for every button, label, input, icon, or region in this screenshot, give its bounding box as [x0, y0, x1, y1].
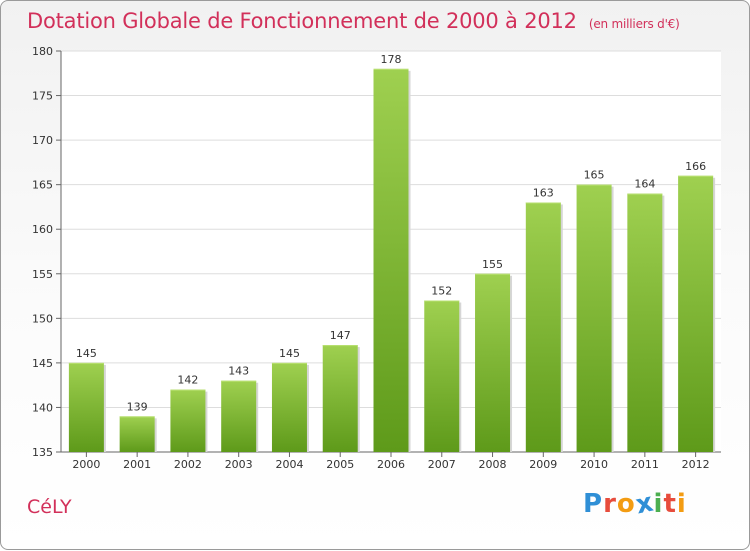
bar	[322, 345, 358, 452]
logo-letter: o	[616, 489, 636, 519]
y-tick-label: 145	[32, 357, 53, 370]
bar	[627, 193, 663, 453]
bar	[576, 184, 612, 452]
x-tick-label: 2010	[580, 458, 608, 471]
bar-value-label: 139	[127, 400, 148, 413]
x-tick-label: 2000	[72, 458, 100, 471]
bar-value-label: 145	[76, 347, 97, 360]
bar-value-label: 166	[685, 160, 706, 173]
bar-value-label: 155	[482, 258, 503, 271]
x-tick-label: 2003	[225, 458, 253, 471]
bar-value-label: 152	[431, 285, 452, 298]
y-tick-label: 165	[32, 179, 53, 192]
y-tick-label: 150	[32, 312, 53, 325]
x-tick-label: 2008	[479, 458, 507, 471]
y-tick-label: 140	[32, 401, 53, 414]
bar-value-label: 142	[177, 374, 198, 387]
y-tick-label: 135	[32, 446, 53, 459]
bar-value-label: 165	[584, 169, 605, 182]
x-tick-label: 2011	[631, 458, 659, 471]
bar	[271, 362, 307, 452]
logo-letter: i	[653, 489, 664, 519]
bar	[424, 300, 460, 452]
bar	[119, 416, 155, 452]
y-tick-label: 175	[32, 90, 53, 103]
proxiti-logo: Proxiti	[583, 487, 687, 520]
bar	[678, 175, 714, 452]
y-tick-label: 160	[32, 223, 53, 236]
bar-value-label: 147	[330, 329, 351, 342]
logo-letter: t	[663, 489, 677, 519]
bar-value-label: 164	[634, 178, 655, 191]
bar	[373, 68, 409, 453]
y-tick-label: 180	[32, 45, 53, 58]
x-tick-label: 2006	[377, 458, 405, 471]
bar-value-label: 178	[381, 53, 402, 66]
x-tick-label: 2004	[275, 458, 303, 471]
x-tick-label: 2009	[529, 458, 557, 471]
logo-letter: r	[603, 489, 617, 519]
bar	[170, 389, 206, 452]
bar-value-label: 163	[533, 186, 554, 199]
x-tick-label: 2002	[174, 458, 202, 471]
logo-letter: P	[583, 489, 604, 519]
chart-subtitle: (en milliers d'€)	[588, 17, 680, 31]
logo-letter: i	[676, 489, 687, 519]
y-tick-label: 155	[32, 268, 53, 281]
x-tick-label: 2005	[326, 458, 354, 471]
x-tick-label: 2012	[682, 458, 710, 471]
chart-title-text: Dotation Globale de Fonctionnement de 20…	[27, 9, 577, 33]
commune-name: CéLY	[27, 496, 72, 518]
bar	[525, 202, 561, 452]
chart-title: Dotation Globale de Fonctionnement de 20…	[27, 9, 680, 33]
bar	[221, 380, 257, 452]
bar	[475, 273, 511, 452]
y-tick-label: 170	[32, 134, 53, 147]
x-tick-label: 2001	[123, 458, 151, 471]
bar	[68, 362, 104, 452]
bar-value-label: 145	[279, 347, 300, 360]
x-tick-label: 2007	[428, 458, 456, 471]
bar-value-label: 143	[228, 365, 249, 378]
